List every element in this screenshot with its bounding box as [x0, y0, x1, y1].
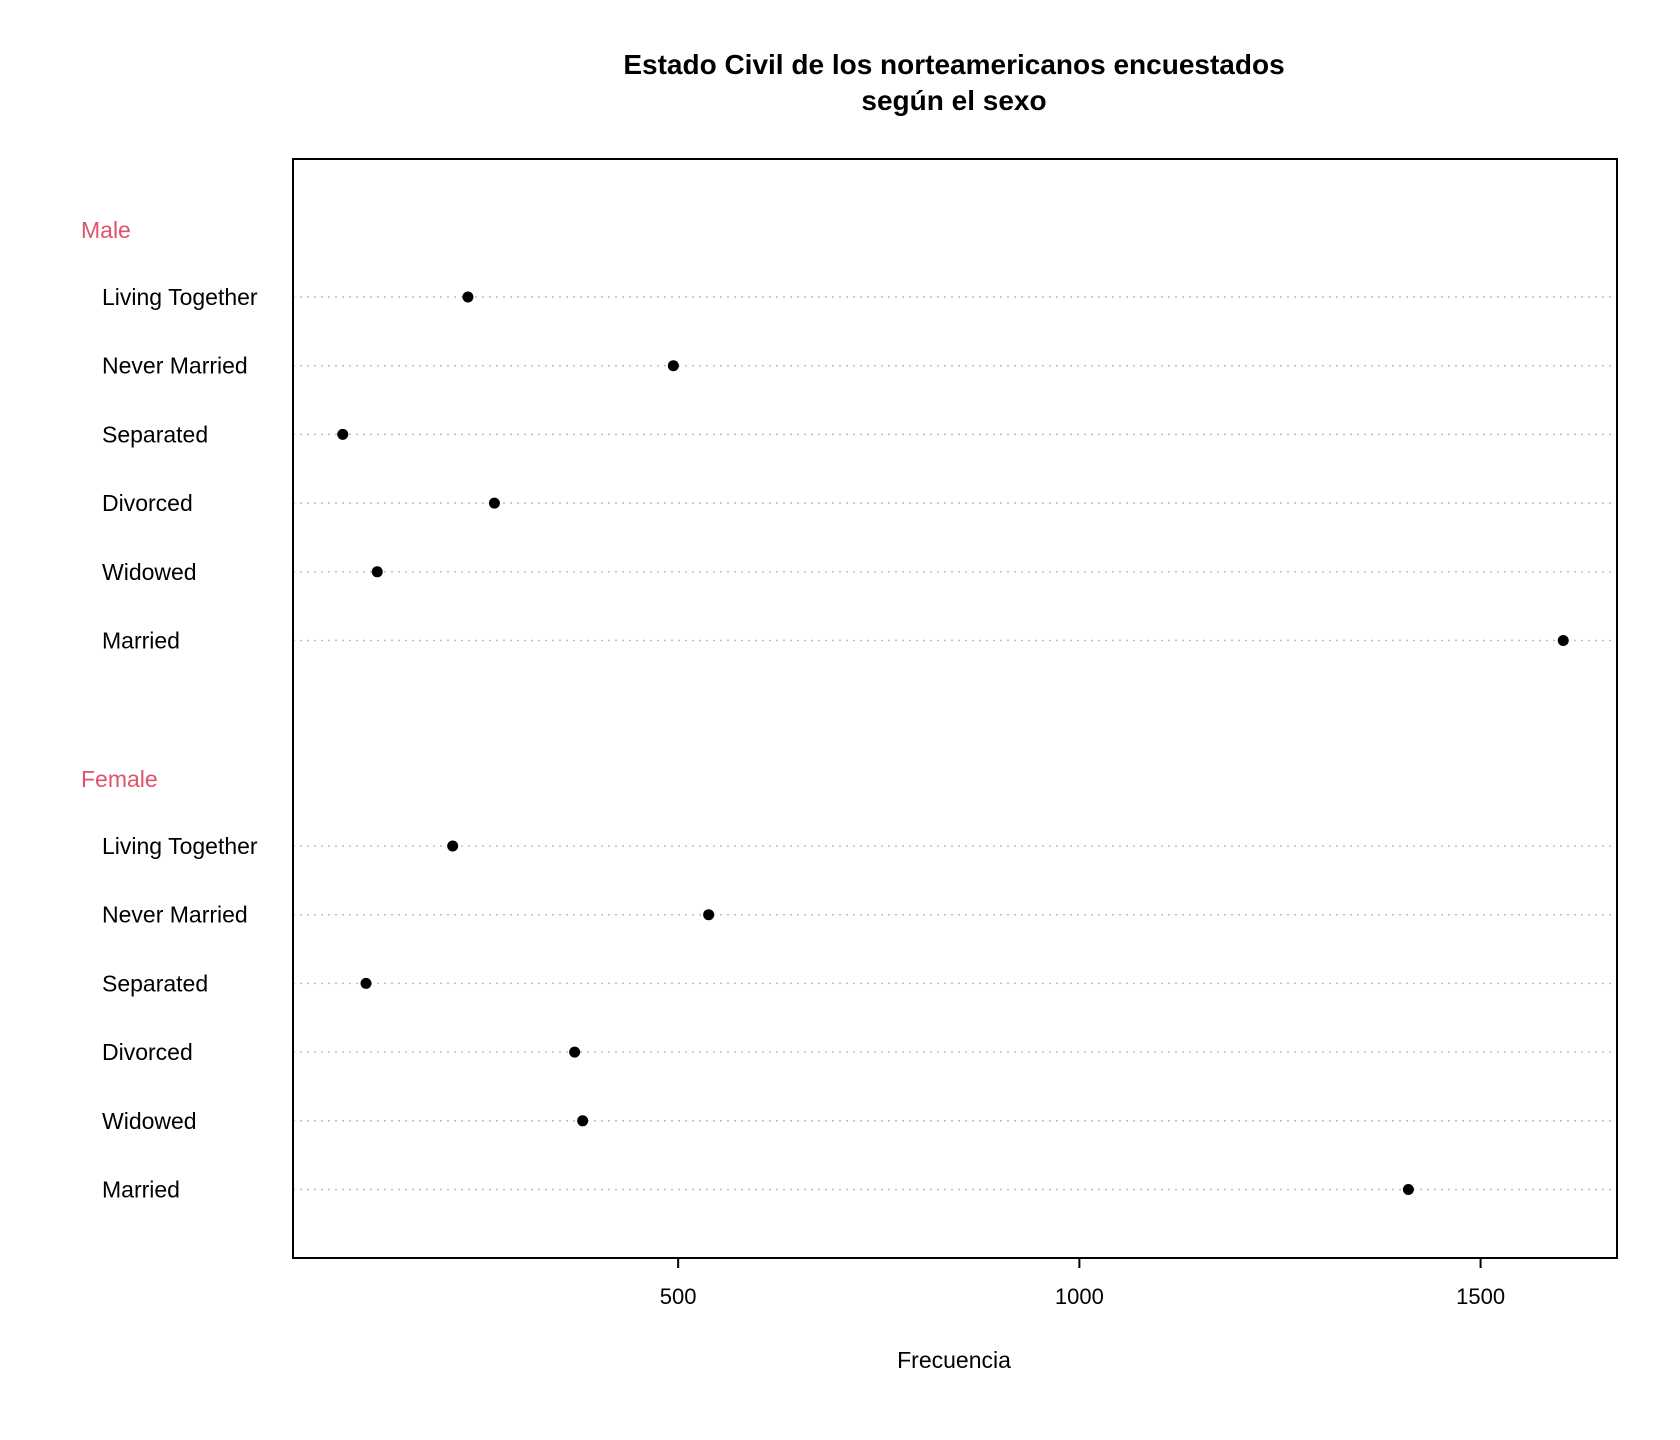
point-male-widowed [371, 566, 383, 578]
category-label-female-never-married: Never Married [102, 902, 248, 928]
point-female-divorced [569, 1046, 581, 1058]
category-label-male-widowed: Widowed [102, 559, 197, 585]
category-label-male-married: Married [102, 628, 180, 654]
chart-title-line-1: Estado Civil de los norteamericanos encu… [623, 49, 1284, 80]
point-male-married [1557, 635, 1569, 646]
category-label-male-living-together: Living Together [102, 284, 258, 310]
grid-lines [293, 296, 1617, 1191]
category-labels: Male Living Together Never Married Separate… [81, 217, 258, 1203]
group-label-male: Male [81, 217, 131, 243]
plot-frame [292, 158, 1618, 1259]
point-female-separated [360, 977, 372, 989]
point-female-widowed [577, 1115, 589, 1127]
category-label-female-divorced: Divorced [102, 1039, 193, 1065]
x-axis: 500 1000 1500 [660, 1258, 1505, 1309]
category-label-male-divorced: Divorced [102, 490, 193, 516]
x-tick-label-500: 500 [660, 1284, 697, 1309]
x-tick-label-1000: 1000 [1055, 1284, 1104, 1309]
point-female-living-together [447, 840, 459, 852]
point-female-never-married [703, 909, 715, 921]
category-label-female-living-together: Living Together [102, 833, 258, 859]
data-points [337, 291, 1569, 1195]
point-male-separated [337, 428, 349, 440]
group-label-female: Female [81, 766, 158, 792]
category-label-male-separated: Separated [102, 421, 208, 447]
category-label-male-never-married: Never Married [102, 353, 248, 379]
point-male-divorced [488, 497, 500, 509]
category-label-female-married: Married [102, 1177, 180, 1203]
point-male-never-married [667, 360, 679, 372]
chart-title-line-2: según el sexo [861, 85, 1046, 116]
category-label-female-separated: Separated [102, 970, 208, 996]
point-male-living-together [462, 291, 474, 303]
x-tick-label-1500: 1500 [1456, 1284, 1505, 1309]
x-axis-label: Frecuencia [897, 1347, 1011, 1373]
point-female-married [1402, 1184, 1414, 1195]
category-label-female-widowed: Widowed [102, 1108, 197, 1134]
